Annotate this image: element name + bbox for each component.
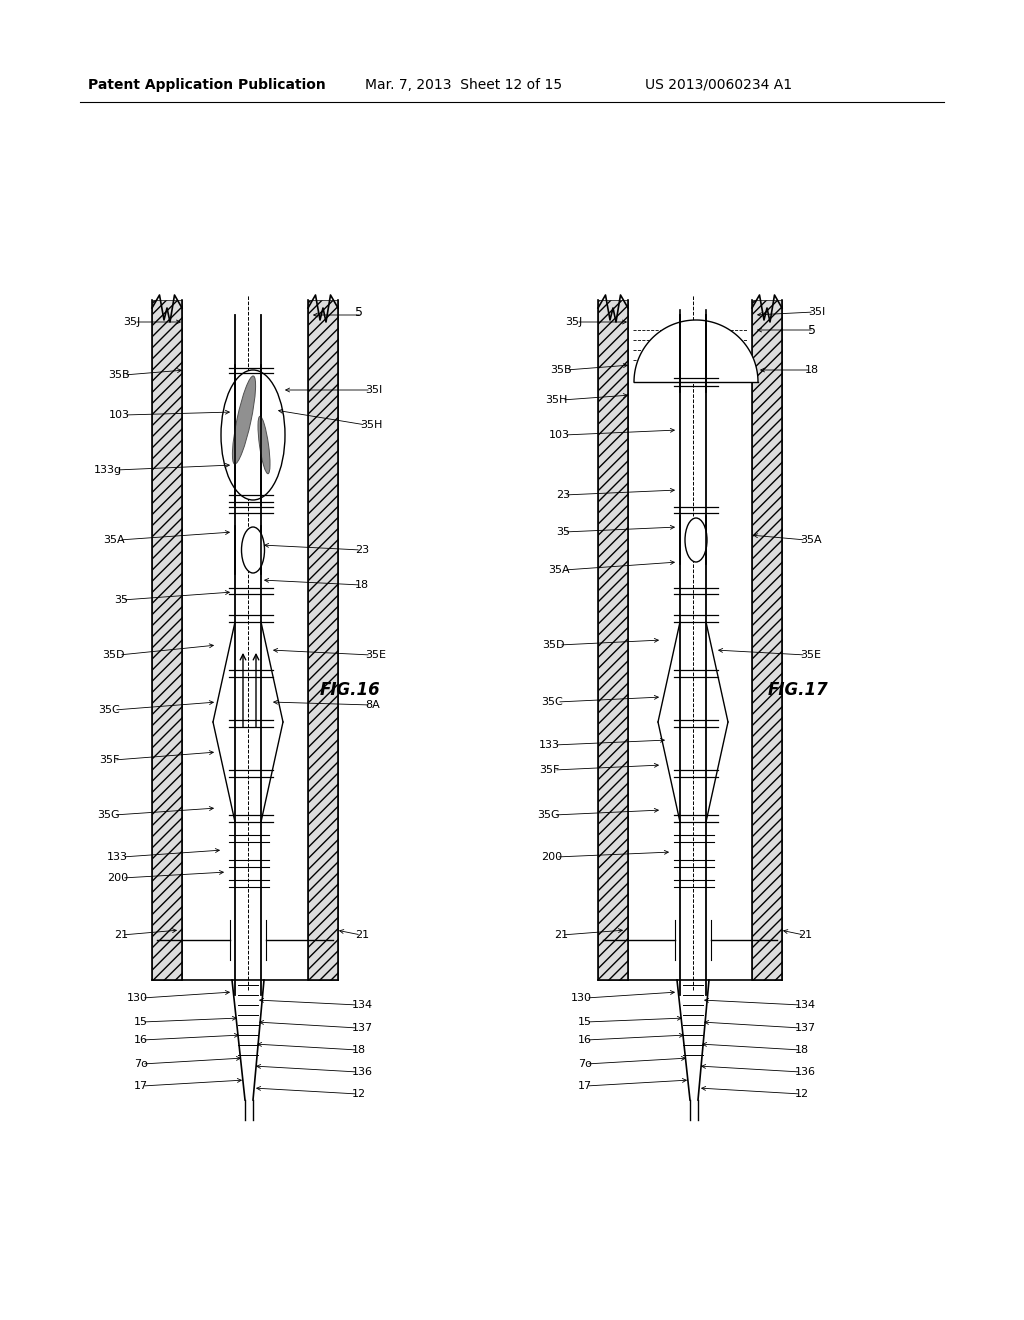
- Text: 35I: 35I: [365, 385, 382, 395]
- Text: 21: 21: [355, 931, 369, 940]
- Text: 7o: 7o: [134, 1059, 148, 1069]
- Text: 21: 21: [554, 931, 568, 940]
- Text: 35H: 35H: [546, 395, 568, 405]
- Ellipse shape: [258, 416, 270, 474]
- Text: 35I: 35I: [808, 308, 825, 317]
- Text: 21: 21: [798, 931, 812, 940]
- Text: 35E: 35E: [365, 649, 386, 660]
- Text: 133g: 133g: [94, 465, 122, 475]
- Text: 35: 35: [114, 595, 128, 605]
- Text: 134: 134: [795, 1001, 816, 1010]
- Text: 35J: 35J: [123, 317, 140, 327]
- Text: 35D: 35D: [102, 649, 125, 660]
- Text: 35E: 35E: [800, 649, 821, 660]
- Text: 15: 15: [578, 1016, 592, 1027]
- Text: 21: 21: [114, 931, 128, 940]
- Bar: [752, 300, 782, 979]
- Ellipse shape: [232, 376, 256, 465]
- Text: 130: 130: [127, 993, 148, 1003]
- Text: 16: 16: [134, 1035, 148, 1045]
- Text: 35A: 35A: [549, 565, 570, 576]
- Text: 35G: 35G: [97, 810, 120, 820]
- Text: 133: 133: [106, 851, 128, 862]
- Text: 136: 136: [352, 1067, 373, 1077]
- Text: 23: 23: [355, 545, 369, 554]
- Text: 12: 12: [795, 1089, 809, 1100]
- Text: 15: 15: [134, 1016, 148, 1027]
- Text: 200: 200: [106, 873, 128, 883]
- Text: 7o: 7o: [579, 1059, 592, 1069]
- Text: 35B: 35B: [109, 370, 130, 380]
- Text: 137: 137: [795, 1023, 816, 1034]
- Text: 35D: 35D: [543, 640, 565, 649]
- Text: 18: 18: [355, 579, 369, 590]
- Text: 35G: 35G: [538, 810, 560, 820]
- Ellipse shape: [221, 370, 285, 500]
- Text: 130: 130: [571, 993, 592, 1003]
- Text: 17: 17: [578, 1081, 592, 1092]
- Text: 103: 103: [109, 411, 130, 420]
- Wedge shape: [634, 319, 758, 381]
- Text: 35A: 35A: [800, 535, 821, 545]
- Text: 35: 35: [556, 527, 570, 537]
- Text: 5: 5: [808, 323, 816, 337]
- Text: 16: 16: [578, 1035, 592, 1045]
- Text: 35F: 35F: [540, 766, 560, 775]
- Text: 35B: 35B: [550, 366, 572, 375]
- Text: FIG.17: FIG.17: [768, 681, 828, 700]
- Text: 35C: 35C: [98, 705, 120, 715]
- Text: 35F: 35F: [99, 755, 120, 766]
- Text: US 2013/0060234 A1: US 2013/0060234 A1: [645, 78, 793, 92]
- Text: 18: 18: [795, 1045, 809, 1055]
- Text: 136: 136: [795, 1067, 816, 1077]
- Text: 35A: 35A: [103, 535, 125, 545]
- Ellipse shape: [685, 517, 707, 562]
- Text: 17: 17: [134, 1081, 148, 1092]
- Text: 137: 137: [352, 1023, 373, 1034]
- Text: 200: 200: [541, 851, 562, 862]
- Text: 35H: 35H: [360, 420, 382, 430]
- Bar: [308, 300, 338, 979]
- Text: Patent Application Publication: Patent Application Publication: [88, 78, 326, 92]
- Bar: [152, 300, 182, 979]
- Text: 8A: 8A: [365, 700, 380, 710]
- Text: 35J: 35J: [565, 317, 582, 327]
- Text: 18: 18: [352, 1045, 367, 1055]
- Text: 134: 134: [352, 1001, 373, 1010]
- Ellipse shape: [242, 527, 264, 573]
- Text: 103: 103: [549, 430, 570, 440]
- Text: 12: 12: [352, 1089, 367, 1100]
- Bar: [598, 300, 628, 979]
- Text: 133: 133: [539, 741, 560, 750]
- Text: Mar. 7, 2013  Sheet 12 of 15: Mar. 7, 2013 Sheet 12 of 15: [365, 78, 562, 92]
- Text: FIG.16: FIG.16: [319, 681, 381, 700]
- Text: 35C: 35C: [542, 697, 563, 708]
- Text: 23: 23: [556, 490, 570, 500]
- Text: 5: 5: [355, 305, 362, 318]
- Text: 18: 18: [805, 366, 819, 375]
